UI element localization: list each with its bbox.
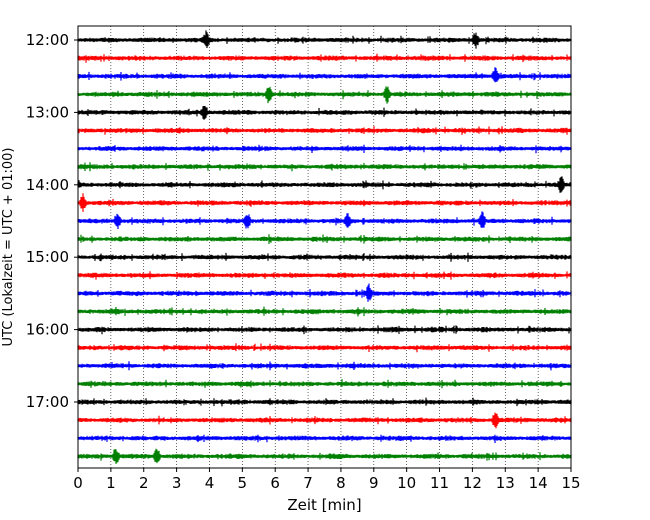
- x-tick-label: 10: [397, 474, 416, 492]
- x-tick-label: 12: [463, 474, 482, 492]
- y-tick-label: 17:00: [26, 393, 69, 411]
- x-axis: 0 1 2 3 4 5 6 7 8 9 10 11 12 13 14 15: [73, 468, 581, 492]
- x-tick-label: 11: [430, 474, 449, 492]
- y-tick-label: 14:00: [26, 176, 69, 194]
- plot-frame: [77, 25, 572, 469]
- x-tick-label: 3: [172, 474, 182, 492]
- x-tick-label: 0: [73, 474, 83, 492]
- x-axis-label: Zeit [min]: [287, 496, 361, 514]
- y-tick-label: 13:00: [26, 103, 69, 121]
- x-tick-label: 13: [496, 474, 515, 492]
- x-tick-label: 4: [205, 474, 215, 492]
- y-tick-label: 16:00: [26, 321, 69, 339]
- x-tick-label: 14: [529, 474, 548, 492]
- x-tick-label: 9: [369, 474, 379, 492]
- x-tick-label: 7: [303, 474, 313, 492]
- y-tick-label: 15:00: [26, 248, 69, 266]
- x-tick-label: 6: [270, 474, 280, 492]
- y-tick-label: 12:00: [26, 31, 69, 49]
- x-tick-label: 5: [238, 474, 248, 492]
- x-tick-label: 8: [336, 474, 346, 492]
- y-axis: 12:00 13:00 14:00 15:00 16:00 17:00: [26, 31, 78, 411]
- x-tick-label: 1: [106, 474, 116, 492]
- x-tick-label: 2: [139, 474, 149, 492]
- x-tick-label: 15: [561, 474, 580, 492]
- y-axis-label: UTC (Lokalzeit = UTC + 01:00): [1, 148, 16, 347]
